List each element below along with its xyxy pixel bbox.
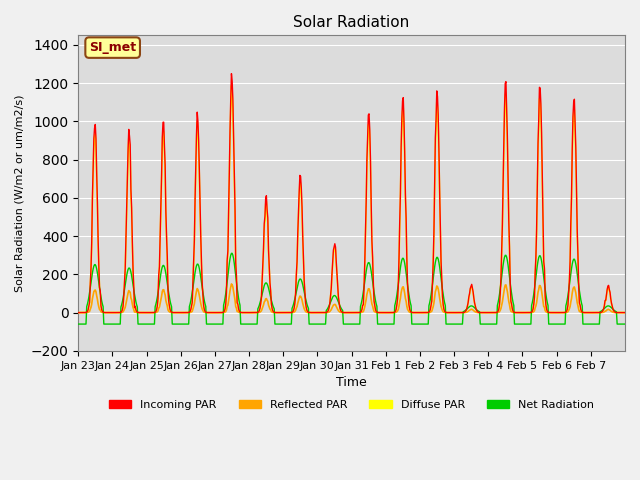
- Legend: Incoming PAR, Reflected PAR, Diffuse PAR, Net Radiation: Incoming PAR, Reflected PAR, Diffuse PAR…: [104, 396, 598, 415]
- X-axis label: Time: Time: [336, 376, 367, 389]
- Y-axis label: Solar Radiation (W/m2 or um/m2/s): Solar Radiation (W/m2 or um/m2/s): [15, 95, 25, 292]
- Title: Solar Radiation: Solar Radiation: [294, 15, 410, 30]
- Text: SI_met: SI_met: [89, 41, 136, 54]
